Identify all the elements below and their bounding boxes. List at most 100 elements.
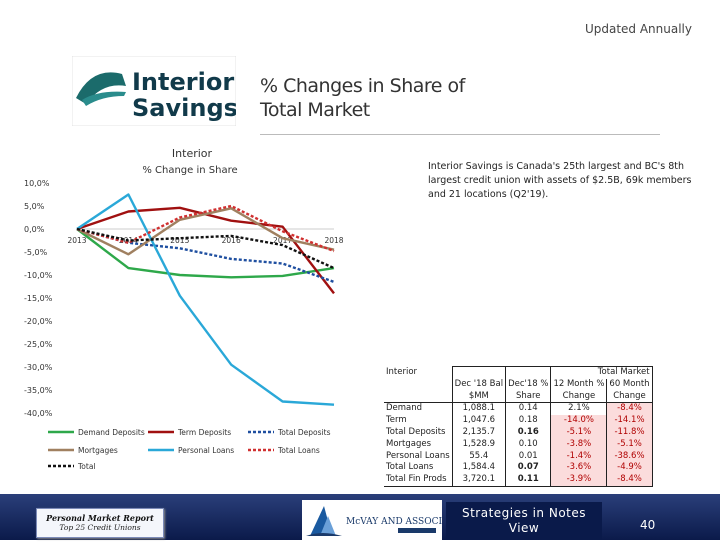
title-line-1: % Changes in Share of — [260, 75, 465, 97]
table-cell-m60: -11.8% — [606, 426, 653, 439]
y-tick-label: -25,0% — [24, 340, 53, 349]
y-tick-label: -20,0% — [24, 317, 53, 326]
x-tick-label: 2013 — [67, 236, 86, 245]
series-line-mortgages — [76, 207, 335, 256]
legend-label: Demand Deposits — [78, 428, 145, 437]
x-tick-label: 2016 — [222, 236, 241, 245]
table-cell-m60: -8.4% — [606, 474, 653, 487]
legend-label: Personal Loans — [178, 446, 234, 455]
table-cell-m60: -5.1% — [606, 438, 653, 451]
balance-header: Dec '18 Bal — [451, 378, 506, 391]
legend-label: Mortgages — [78, 446, 118, 455]
table-cell-bal: 1,047.6 — [451, 415, 506, 427]
share-change-line-chart: Interior % Change in Share 10,0% 5,0% 0,0%… — [24, 147, 344, 471]
table-cell-label: Total Loans — [386, 462, 434, 473]
twelve-month-subheader: Change — [550, 390, 607, 403]
table-row: Total Fin Prods 3,720.1 0.11 -3.9% -8.4% — [384, 474, 653, 487]
legend-entry: Personal Loans — [148, 446, 234, 455]
interior-savings-logo: Interior Savings — [71, 55, 238, 127]
series-line-total-loans — [76, 204, 335, 253]
table-cell-m12: -3.9% — [550, 474, 607, 487]
x-tick-label: 2015 — [170, 236, 189, 245]
share-header: Dec'18 % — [505, 378, 551, 391]
table-cell-label: Total Fin Prods — [384, 474, 453, 487]
y-tick-label: -5,0% — [24, 248, 48, 257]
series-line-total — [76, 227, 335, 270]
table-row: Mortgages 1,528.9 0.10 -3.8% -5.1% — [384, 438, 653, 451]
table-row: Total Deposits 2,135.7 0.16 -5.1% -11.8% — [384, 426, 653, 439]
table-cell-label: Term — [386, 415, 407, 426]
table-row: Term 1,047.6 0.18 -14.0% -14.1% — [384, 415, 653, 427]
chart-title: Interior — [172, 147, 213, 160]
personal-market-report-badge: Personal Market Report Top 25 Credit Uni… — [36, 508, 164, 538]
table-cell-label: Personal Loans — [386, 450, 450, 461]
twelve-month-header: 12 Month % — [550, 378, 607, 391]
table-cell-m12: -3.6% — [550, 462, 607, 475]
legend-entry: Total Deposits — [248, 428, 331, 437]
y-tick-label: 0,0% — [24, 225, 45, 234]
strategies-in-notes-view-button[interactable]: Strategies in Notes View — [446, 502, 602, 540]
table-row: Total Loans 1,584.4 0.07 -3.6% -4.9% — [384, 462, 653, 475]
mcvay-associates-logo: McVAY AND ASSOCIATES — [302, 500, 467, 540]
table-cell-m12: -1.4% — [550, 450, 607, 463]
svg-text:Savings: Savings — [132, 94, 236, 122]
table-cell-share: 0.18 — [505, 415, 551, 427]
table-cell-bal: 1,088.1 — [451, 402, 506, 416]
table-cell-m12: -5.1% — [550, 426, 607, 439]
title-divider — [260, 134, 660, 135]
table-cell-share: 0.01 — [505, 450, 551, 463]
chart-subtitle: % Change in Share — [142, 165, 237, 176]
title-line-2: Total Market — [260, 99, 370, 121]
table-title: Interior — [386, 366, 418, 377]
table-cell-bal: 1,584.4 — [451, 462, 506, 475]
y-tick-label: -10,0% — [24, 271, 53, 280]
table-cell-bal: 2,135.7 — [451, 426, 506, 439]
y-tick-label: 5,0% — [24, 202, 45, 211]
table-cell-bal: 3,720.1 — [451, 474, 506, 487]
strategies-line-2: View — [508, 521, 540, 535]
y-tick-label: 10,0% — [24, 179, 50, 188]
table-cell-share: 0.16 — [505, 426, 551, 439]
sixty-month-subheader: Change — [606, 390, 653, 403]
page-number: 40 — [640, 518, 656, 532]
balance-subheader: $MM — [451, 390, 506, 403]
legend-entry: Total Loans — [248, 446, 320, 455]
updated-annually-label: Updated Annually — [584, 22, 692, 36]
svg-text:McVAY AND ASSOCIATES: McVAY AND ASSOCIATES — [346, 517, 442, 527]
share-subheader: Share — [505, 390, 551, 403]
table-cell-share: 0.14 — [505, 402, 551, 416]
series-line-total-deposits — [76, 227, 335, 284]
report-subtitle: Top 25 Credit Unions — [59, 523, 141, 532]
total-market-header: Total Market — [550, 365, 653, 379]
legend-label: Total Deposits — [277, 428, 331, 437]
x-tick-label: 2018 — [324, 236, 343, 245]
table-cell-bal: 1,528.9 — [451, 438, 506, 451]
y-tick-label: -35,0% — [24, 386, 53, 395]
y-tick-label: -30,0% — [24, 363, 53, 372]
series-line-demand-deposits — [76, 228, 335, 279]
legend-label: Total Loans — [277, 446, 320, 455]
table-row: Demand 1,088.1 0.14 2.1% -8.4% — [384, 402, 653, 416]
table-cell-bal: 55.4 — [451, 450, 506, 463]
legend-entry: Total — [48, 462, 96, 471]
legend-entry: Demand Deposits — [48, 428, 145, 437]
table-row: Personal Loans 55.4 0.01 -1.4% -38.6% — [384, 450, 653, 463]
table-cell-m60: -14.1% — [606, 415, 653, 427]
sixty-month-header: 60 Month — [606, 378, 653, 391]
y-tick-label: -15,0% — [24, 294, 53, 303]
credit-union-description: Interior Savings is Canada's 25th larges… — [428, 161, 692, 200]
legend-label: Total — [77, 462, 96, 471]
market-share-table: Interior Total Market Dec '18 Bal Dec'18… — [384, 365, 653, 487]
strategies-line-1: Strategies in Notes — [461, 506, 586, 520]
table-cell-m12: -3.8% — [550, 438, 607, 451]
page-title: % Changes in Share of Total Market — [260, 74, 465, 122]
table-cell-m60: -8.4% — [606, 402, 653, 416]
table-cell-m60: -38.6% — [606, 450, 653, 463]
x-tick-label: 2017 — [273, 236, 292, 245]
table-cell-m60: -4.9% — [606, 462, 653, 475]
table-cell-share: 0.10 — [505, 438, 551, 451]
table-cell-share: 0.07 — [505, 462, 551, 475]
table-cell-label: Total Deposits — [386, 426, 446, 437]
table-cell-label: Mortgages — [386, 438, 432, 449]
report-title: Personal Market Report — [46, 513, 154, 523]
